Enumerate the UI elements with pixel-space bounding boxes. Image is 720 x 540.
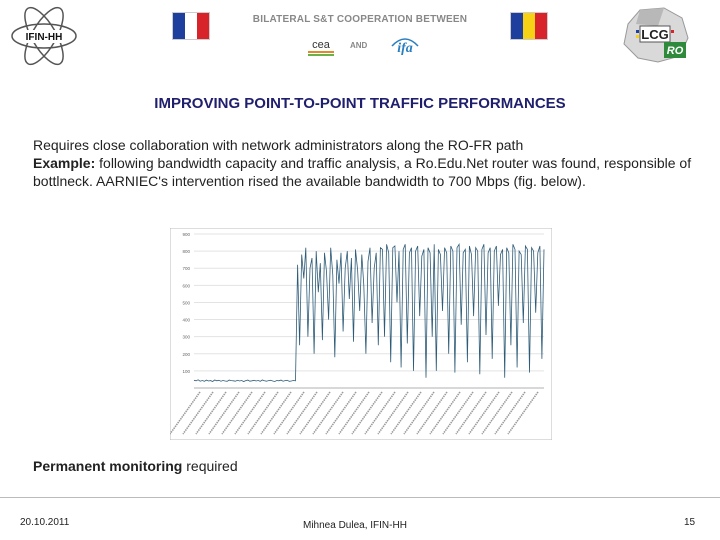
x-tick-label-mark <box>364 391 396 435</box>
x-tick-label-mark <box>195 391 227 435</box>
romania-flag-icon <box>510 12 548 40</box>
lcg-ro-logo: LCG RO <box>618 4 692 66</box>
footer-author: Mihnea Dulea, IFIN-HH <box>303 520 407 531</box>
x-tick-label-mark <box>351 391 383 435</box>
monitoring-bold: Permanent monitoring <box>33 458 183 474</box>
x-tick-label-mark <box>247 391 279 435</box>
ifa-logo-text: ifa <box>397 41 413 56</box>
x-tick-label-mark <box>416 391 448 435</box>
example-label: Example: <box>33 155 96 171</box>
y-tick-label: 500 <box>182 300 190 305</box>
x-tick-label-mark <box>221 391 253 435</box>
x-tick-label-mark <box>260 391 292 435</box>
x-tick-label-mark <box>299 391 331 435</box>
x-tick-label-mark <box>325 391 357 435</box>
y-tick-label: 100 <box>182 369 190 374</box>
x-tick-label-mark <box>481 391 513 435</box>
cea-logo-text: cea <box>312 39 331 51</box>
y-tick-label: 200 <box>182 352 190 357</box>
x-tick-label-mark <box>234 391 266 435</box>
x-tick-label-mark <box>338 391 370 435</box>
page-number: 15 <box>684 517 696 528</box>
x-tick-label-mark <box>403 391 435 435</box>
footer-divider <box>0 497 720 498</box>
x-tick-label-mark <box>429 391 461 435</box>
ro-logo-text: RO <box>667 45 684 57</box>
x-tick-label-mark <box>442 391 474 435</box>
footer-date: 20.10.2011 <box>20 517 70 528</box>
y-tick-label: 300 <box>182 335 190 340</box>
bandwidth-chart: 100 200 300 400 500 600 700 800 900 <box>169 227 553 441</box>
example-paragraph: Example: following bandwidth capacity an… <box>33 154 693 190</box>
slide-title: IMPROVING POINT-TO-POINT TRAFFIC PERFORM… <box>154 95 566 112</box>
x-tick-label-mark <box>507 391 539 435</box>
x-tick-label-mark <box>208 391 240 435</box>
y-tick-label: 600 <box>182 283 190 288</box>
ifa-logo: ifa <box>388 32 422 58</box>
france-flag-icon <box>172 12 210 40</box>
slide-body: Requires close collaboration with networ… <box>33 136 693 190</box>
x-tick-label-mark <box>390 391 422 435</box>
chart-frame <box>169 227 553 441</box>
collaboration-line: Requires close collaboration with networ… <box>33 137 524 153</box>
x-tick-label-mark <box>169 391 201 435</box>
and-label: AND <box>350 41 368 50</box>
y-tick-label: 700 <box>182 266 190 271</box>
x-tick-label-mark <box>377 391 409 435</box>
lcg-logo-text: LCG <box>641 27 668 42</box>
cea-logo: cea <box>306 36 336 58</box>
x-tick-label-mark <box>455 391 487 435</box>
cooperation-header: BILATERAL S&T COOPERATION BETWEEN <box>252 14 468 25</box>
y-tick-label: 400 <box>182 318 190 323</box>
monitoring-rest: required <box>182 458 238 474</box>
x-tick-label-mark <box>312 391 344 435</box>
x-tick-label-mark <box>468 391 500 435</box>
ifin-hh-logo: IFIN-HH <box>8 6 80 66</box>
bandwidth-series-line <box>193 242 545 382</box>
monitoring-note: Permanent monitoring required <box>33 458 238 474</box>
y-tick-label: 900 <box>182 232 190 237</box>
y-tick-label: 800 <box>182 249 190 254</box>
x-tick-label-mark <box>286 391 318 435</box>
x-tick-label-mark <box>273 391 305 435</box>
x-tick-label-mark <box>494 391 526 435</box>
example-text: following bandwidth capacity and traffic… <box>33 155 692 189</box>
x-tick-label-mark <box>182 391 214 435</box>
bandwidth-chart-svg: 100 200 300 400 500 600 700 800 900 <box>169 227 553 441</box>
ifin-logo-text: IFIN-HH <box>26 32 63 43</box>
